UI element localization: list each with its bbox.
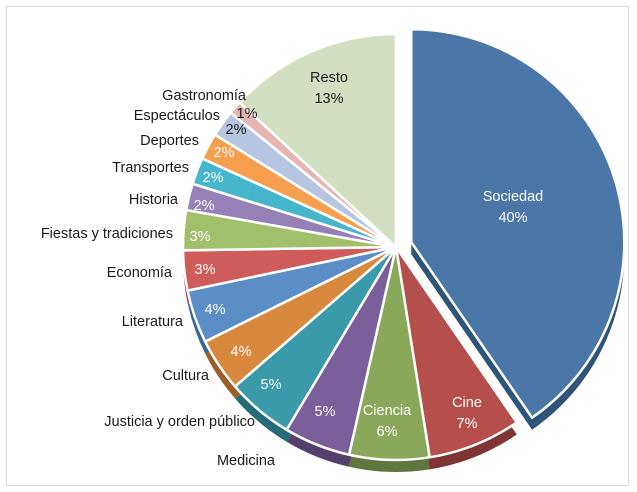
slice-percent-gastronom-a: 1% [237, 106, 258, 122]
slice-percent-justicia-y-orden-p-blico: 5% [261, 377, 282, 393]
category-label-gastronom-a: Gastronomía [162, 88, 247, 104]
category-label-cultura: Cultura [162, 368, 210, 384]
category-label-fiestas-y-tradiciones: Fiestas y tradiciones [41, 226, 173, 242]
slice-percent-cultura: 4% [231, 344, 252, 360]
slice-percent-cine: 7% [457, 416, 478, 432]
slice-percent-sociedad: 40% [498, 210, 527, 226]
category-label-medicina: Medicina [217, 453, 276, 469]
category-label-justicia-y-orden-p-blico: Justicia y orden público [104, 414, 255, 430]
category-label-transportes: Transportes [112, 160, 189, 176]
category-label-deportes: Deportes [140, 133, 199, 149]
slice-label-ciencia: Ciencia [363, 403, 412, 419]
category-label-espect-culos: Espectáculos [134, 108, 220, 124]
category-label-historia: Historia [129, 192, 179, 208]
slice-sociedad [410, 27, 626, 419]
slice-label-sociedad: Sociedad [483, 189, 543, 205]
slice-percent-literatura: 4% [205, 302, 226, 318]
slice-resto [238, 32, 398, 249]
slice-percent-ciencia: 6% [377, 424, 398, 440]
slice-percent-deportes: 2% [214, 145, 235, 161]
slice-label-resto: Resto [310, 70, 348, 86]
slice-percent-medicina: 5% [315, 404, 336, 420]
category-label-econom-a: Economía [107, 265, 173, 281]
slice-percent-espect-culos: 2% [226, 122, 247, 138]
slice-percent-transportes: 2% [203, 170, 224, 186]
slice-percent-fiestas-y-tradiciones: 3% [190, 229, 211, 245]
slice-percent-historia: 2% [194, 198, 215, 214]
slice-percent-resto: 13% [314, 91, 343, 107]
slice-label-cine: Cine [452, 395, 482, 411]
slice-percent-econom-a: 3% [195, 262, 216, 278]
category-label-literatura: Literatura [122, 314, 184, 330]
